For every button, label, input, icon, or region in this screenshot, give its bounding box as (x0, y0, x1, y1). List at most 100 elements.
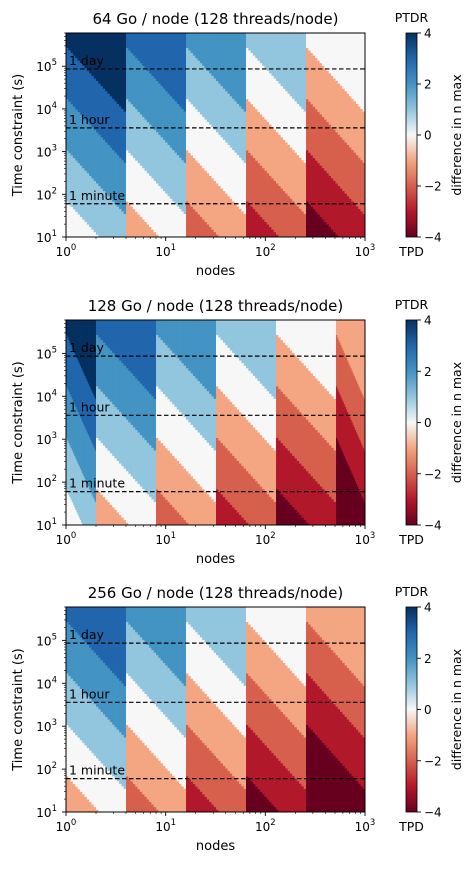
heatmap-cell (225, 142, 229, 195)
heatmap-cell (303, 320, 307, 367)
heatmap-cell (158, 657, 162, 710)
heatmap-cell (234, 203, 238, 237)
heatmap-cell (351, 150, 355, 202)
heatmap-cell (142, 691, 146, 744)
heatmap-cell (121, 320, 125, 364)
heatmap-cell (174, 355, 178, 408)
heatmap-cell (112, 724, 116, 777)
heatmap-cell (183, 365, 187, 418)
heatmap-cell (91, 753, 95, 806)
heatmap-cell (153, 755, 157, 808)
heatmap-cell (306, 33, 309, 49)
heatmap-cell (344, 91, 348, 144)
heatmap-cell (241, 160, 245, 213)
heatmap-cell (248, 152, 252, 205)
heatmap-cell (72, 209, 76, 237)
heatmap-cell (179, 412, 182, 465)
heatmap-cell (93, 447, 96, 500)
heatmap-cell (96, 758, 99, 811)
heatmap-cell (84, 607, 88, 644)
heatmap-cell (78, 414, 81, 467)
heatmap-cell (308, 676, 312, 729)
heatmap-cell (121, 33, 125, 110)
heatmap-cell (276, 607, 279, 656)
heatmap-cell (276, 437, 279, 491)
heatmap-cell (310, 206, 314, 237)
heatmap-cell (257, 320, 261, 382)
heatmap-cell (241, 607, 245, 684)
heatmap-cell (328, 33, 332, 74)
heatmap-cell (285, 607, 289, 667)
heatmap-cell (292, 404, 296, 457)
heatmap-cell (70, 678, 74, 731)
heatmap-cell (213, 33, 217, 80)
heatmap-cell (66, 673, 69, 726)
heatmap-cell (74, 507, 76, 525)
heatmap-cell (222, 191, 226, 237)
heatmap-cell (75, 632, 79, 685)
colorbar-tick-label: −2 (424, 180, 442, 194)
heatmap-cell (116, 678, 120, 731)
heatmap-cell (75, 320, 77, 357)
heatmap-cell (151, 127, 155, 179)
heatmap-cell (78, 517, 81, 525)
heatmap-cell (93, 607, 97, 654)
heatmap-cell (278, 33, 282, 85)
heatmap-cell (232, 33, 236, 100)
heatmap-cell (255, 109, 259, 162)
heatmap-cell (74, 352, 76, 405)
heatmap-cell (360, 442, 363, 495)
heatmap-cell (186, 368, 189, 421)
heatmap-cell (257, 484, 261, 525)
heatmap-cell (186, 471, 189, 524)
heatmap-cell (84, 693, 88, 747)
heatmap-cell (102, 497, 106, 525)
heatmap-cell (67, 440, 69, 493)
heatmap-cell (197, 111, 201, 164)
heatmap-cell (280, 137, 284, 190)
y-tick-label: 105 (36, 345, 57, 361)
heatmap-cell (82, 320, 84, 372)
heatmap-cell (255, 378, 259, 431)
heatmap-cell (93, 320, 96, 397)
heatmap-cell (128, 607, 132, 626)
heatmap-cell (248, 50, 252, 103)
heatmap-cell (186, 673, 189, 726)
heatmap-cell (360, 391, 363, 444)
heatmap-cell (86, 748, 90, 801)
heatmap-cell (172, 404, 176, 457)
heatmap-cell (79, 468, 82, 521)
heatmap-cell (310, 373, 314, 426)
heatmap-cell (160, 391, 164, 444)
heatmap-cell (266, 173, 270, 226)
heatmap-cell (132, 607, 136, 631)
heatmap-cell (250, 206, 254, 237)
heatmap-cell (289, 320, 293, 351)
heatmap-cell (112, 33, 116, 100)
heatmap-cell (296, 729, 300, 782)
heatmap-cell (342, 320, 345, 351)
heatmap-cell (132, 375, 136, 429)
heatmap-cell (160, 763, 164, 812)
heatmap-cell (276, 809, 279, 812)
heatmap-cell (337, 83, 341, 136)
heatmap-cell (162, 139, 166, 192)
heatmap-cell (246, 201, 249, 237)
heatmap-cell (96, 33, 99, 82)
heatmap-cell (276, 335, 279, 388)
heatmap-cell (299, 320, 303, 362)
heatmap-cell (209, 647, 212, 700)
heatmap-cell (343, 455, 346, 508)
heatmap-cell (188, 779, 192, 812)
heatmap-cell (70, 104, 74, 157)
heatmap-cell (96, 320, 99, 336)
heatmap-cell (160, 607, 164, 661)
heatmap-cell (74, 404, 76, 457)
colorbar-label: difference in n max (449, 74, 464, 195)
heatmap-cell (276, 758, 279, 811)
heatmap-cell (96, 607, 99, 656)
chart-title: 256 Go / node (128 threads/node) (88, 584, 344, 602)
heatmap-cell (139, 63, 143, 116)
heatmap-cell (114, 355, 118, 408)
heatmap-cell (241, 683, 245, 736)
